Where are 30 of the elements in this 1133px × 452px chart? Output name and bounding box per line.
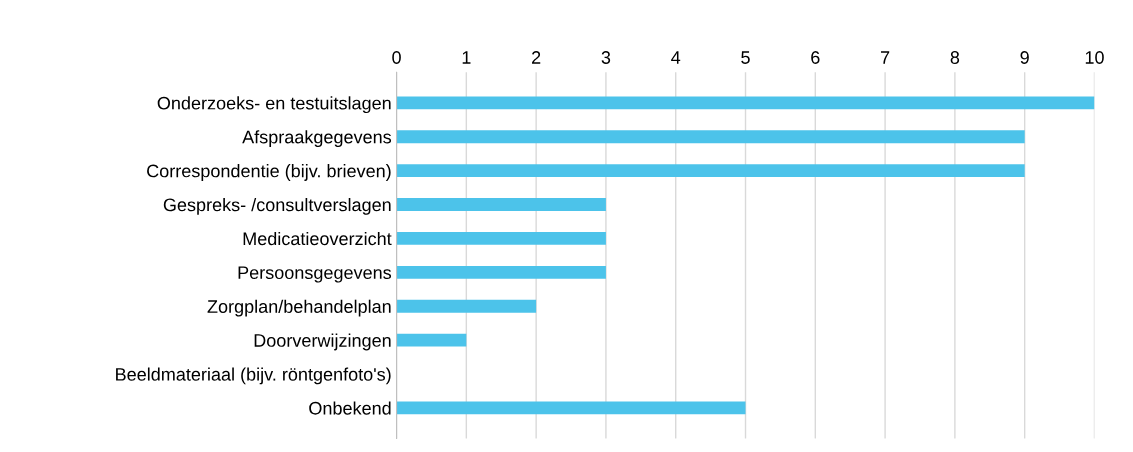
bar — [396, 198, 606, 211]
bar — [396, 96, 1095, 110]
y-tick-label: Onbekend — [309, 401, 391, 415]
bar — [396, 130, 1025, 144]
x-tick-label: 10 — [1085, 51, 1104, 64]
bar — [396, 299, 537, 313]
y-tick-label: Zorgplan/behandelplan — [207, 299, 391, 317]
y-tick-label: Gespreks- /consultverslagen — [163, 197, 391, 215]
x-tick-label: 6 — [811, 51, 820, 64]
y-tick-label: Afspraakgegevens — [242, 130, 392, 148]
x-tick-label: 0 — [392, 51, 401, 64]
x-tick-label: 3 — [601, 51, 611, 64]
x-tick-label: 9 — [1020, 51, 1029, 64]
y-tick-label: Beeldmateriaal (bijv. röntgenfoto's) — [116, 367, 391, 385]
x-tick-label: 1 — [462, 51, 471, 64]
y-tick-label: Correspondentie (bijv. brieven) — [147, 164, 391, 181]
bar — [396, 231, 606, 245]
y-tick-label: Persoonsgegevens — [238, 266, 392, 283]
bar — [396, 401, 746, 415]
x-tick-label: 5 — [741, 51, 750, 64]
y-tick-label: Onderzoeks- en testuitslagen — [157, 96, 391, 114]
y-tick-label: Doorverwijzingen — [254, 333, 391, 351]
y-tick-label: Medicatieoverzicht — [243, 231, 392, 246]
x-tick-label: 7 — [881, 51, 890, 64]
x-tick-label: 4 — [671, 51, 681, 64]
bar — [396, 333, 467, 347]
x-tick-label: 2 — [532, 51, 541, 64]
bar — [396, 164, 1025, 178]
x-tick-label: 8 — [950, 51, 960, 64]
bar — [396, 265, 606, 279]
